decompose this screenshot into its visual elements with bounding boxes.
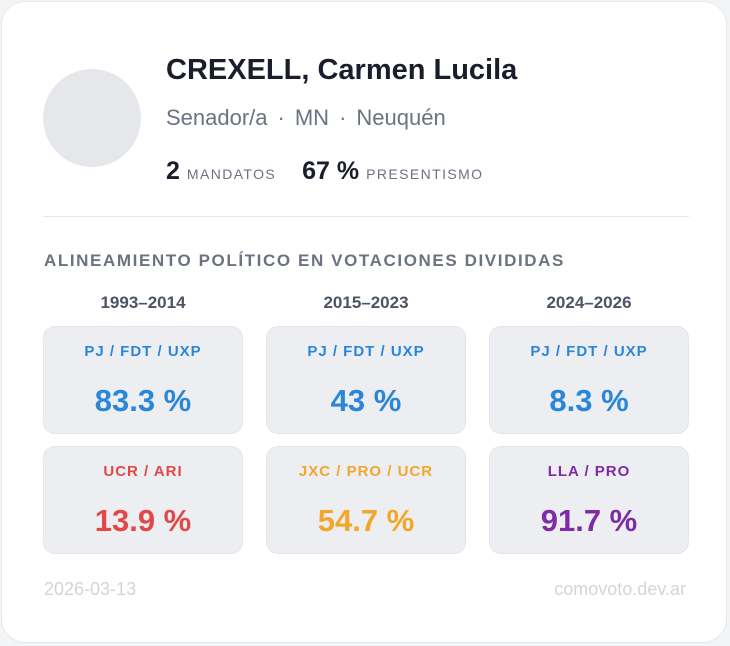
alignment-block: LLA / PRO 91.7 % <box>489 446 689 554</box>
footer-date: 2026-03-13 <box>44 579 137 599</box>
footer-site-link[interactable]: comovoto.dev.ar <box>554 579 686 599</box>
period-label: 1993–2014 <box>100 293 186 312</box>
presentismo-label: PRESENTISMO <box>366 166 484 182</box>
party-name: LLA / PRO <box>547 463 631 480</box>
party-name: PJ / FDT / UXP <box>530 343 648 360</box>
alignment-block: UCR / ARI 13.9 % <box>43 446 243 554</box>
alignment-percent: 8.3 % <box>549 383 629 418</box>
stats-row: 2 MANDATOS 67 % PRESENTISMO <box>166 157 483 186</box>
alignment-percent: 13.9 % <box>94 503 192 538</box>
legislator-subtitle: Senador/a · MN · Neuquén <box>166 105 446 131</box>
presentismo-value: 67 % <box>302 157 360 185</box>
alignment-block: PJ / FDT / UXP 43 % <box>266 326 466 434</box>
section-title: ALINEAMIENTO POLÍTICO EN VOTACIONES DIVI… <box>44 251 565 270</box>
legislator-name: CREXELL, Carmen Lucila <box>166 54 518 86</box>
period-label: 2024–2026 <box>546 293 632 312</box>
party-name: PJ / FDT / UXP <box>84 343 202 360</box>
period-label: 2015–2023 <box>323 293 409 312</box>
alignment-percent: 43 % <box>330 383 402 418</box>
party-name: UCR / ARI <box>103 463 183 480</box>
separator: · <box>339 105 347 130</box>
mandatos-value: 2 <box>166 157 180 185</box>
party-name: PJ / FDT / UXP <box>307 343 425 360</box>
divider <box>43 216 689 217</box>
role-label: Senador/a <box>166 105 268 130</box>
province-label: Neuquén <box>356 105 446 130</box>
party-name: JXC / PRO / UCR <box>298 463 434 480</box>
alignment-percent: 83.3 % <box>94 383 192 418</box>
alignment-block: PJ / FDT / UXP 83.3 % <box>43 326 243 434</box>
mandatos-label: MANDATOS <box>186 166 277 182</box>
alignment-block: PJ / FDT / UXP 8.3 % <box>489 326 689 434</box>
alignment-percent: 91.7 % <box>540 503 638 538</box>
separator: · <box>277 105 285 130</box>
avatar <box>43 69 141 167</box>
alignment-percent: 54.7 % <box>317 503 415 538</box>
party-label: MN <box>294 105 330 130</box>
alignment-block: JXC / PRO / UCR 54.7 % <box>266 446 466 554</box>
